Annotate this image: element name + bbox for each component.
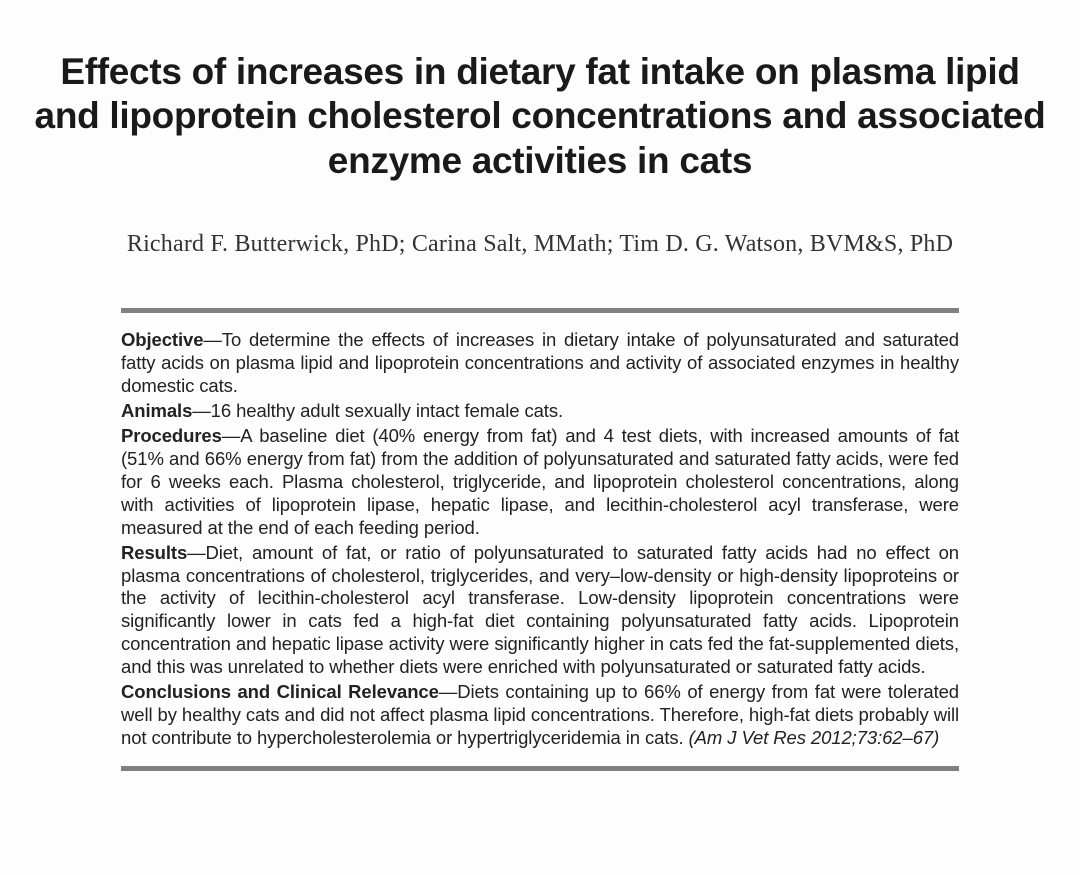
- abstract-objective-label: Objective: [121, 329, 203, 350]
- abstract-objective-text: —To determine the effects of increases i…: [121, 329, 959, 396]
- abstract-procedures-label: Procedures: [121, 425, 222, 446]
- abstract-animals-label: Animals: [121, 400, 192, 421]
- abstract-citation: (Am J Vet Res 2012;73:62–67): [689, 727, 940, 748]
- abstract-procedures: Procedures—A baseline diet (40% energy f…: [121, 425, 959, 540]
- abstract-results-label: Results: [121, 542, 187, 563]
- abstract-animals-text: —16 healthy adult sexually intact female…: [192, 400, 563, 421]
- paper-page: Effects of increases in dietary fat inta…: [0, 0, 1080, 811]
- abstract-results-text: —Diet, amount of fat, or ratio of polyun…: [121, 542, 959, 678]
- abstract-objective: Objective—To determine the effects of in…: [121, 329, 959, 398]
- paper-authors: Richard F. Butterwick, PhD; Carina Salt,…: [30, 231, 1050, 258]
- abstract-conclusions: Conclusions and Clinical Relevance—Diets…: [121, 681, 959, 750]
- abstract-conclusions-label: Conclusions and Clinical Relevance: [121, 681, 439, 702]
- abstract-box: Objective—To determine the effects of in…: [121, 308, 959, 771]
- paper-title: Effects of increases in dietary fat inta…: [30, 50, 1050, 183]
- abstract-results: Results—Diet, amount of fat, or ratio of…: [121, 542, 959, 680]
- abstract-animals: Animals—16 healthy adult sexually intact…: [121, 400, 959, 423]
- abstract-procedures-text: —A baseline diet (40% energy from fat) a…: [121, 425, 959, 538]
